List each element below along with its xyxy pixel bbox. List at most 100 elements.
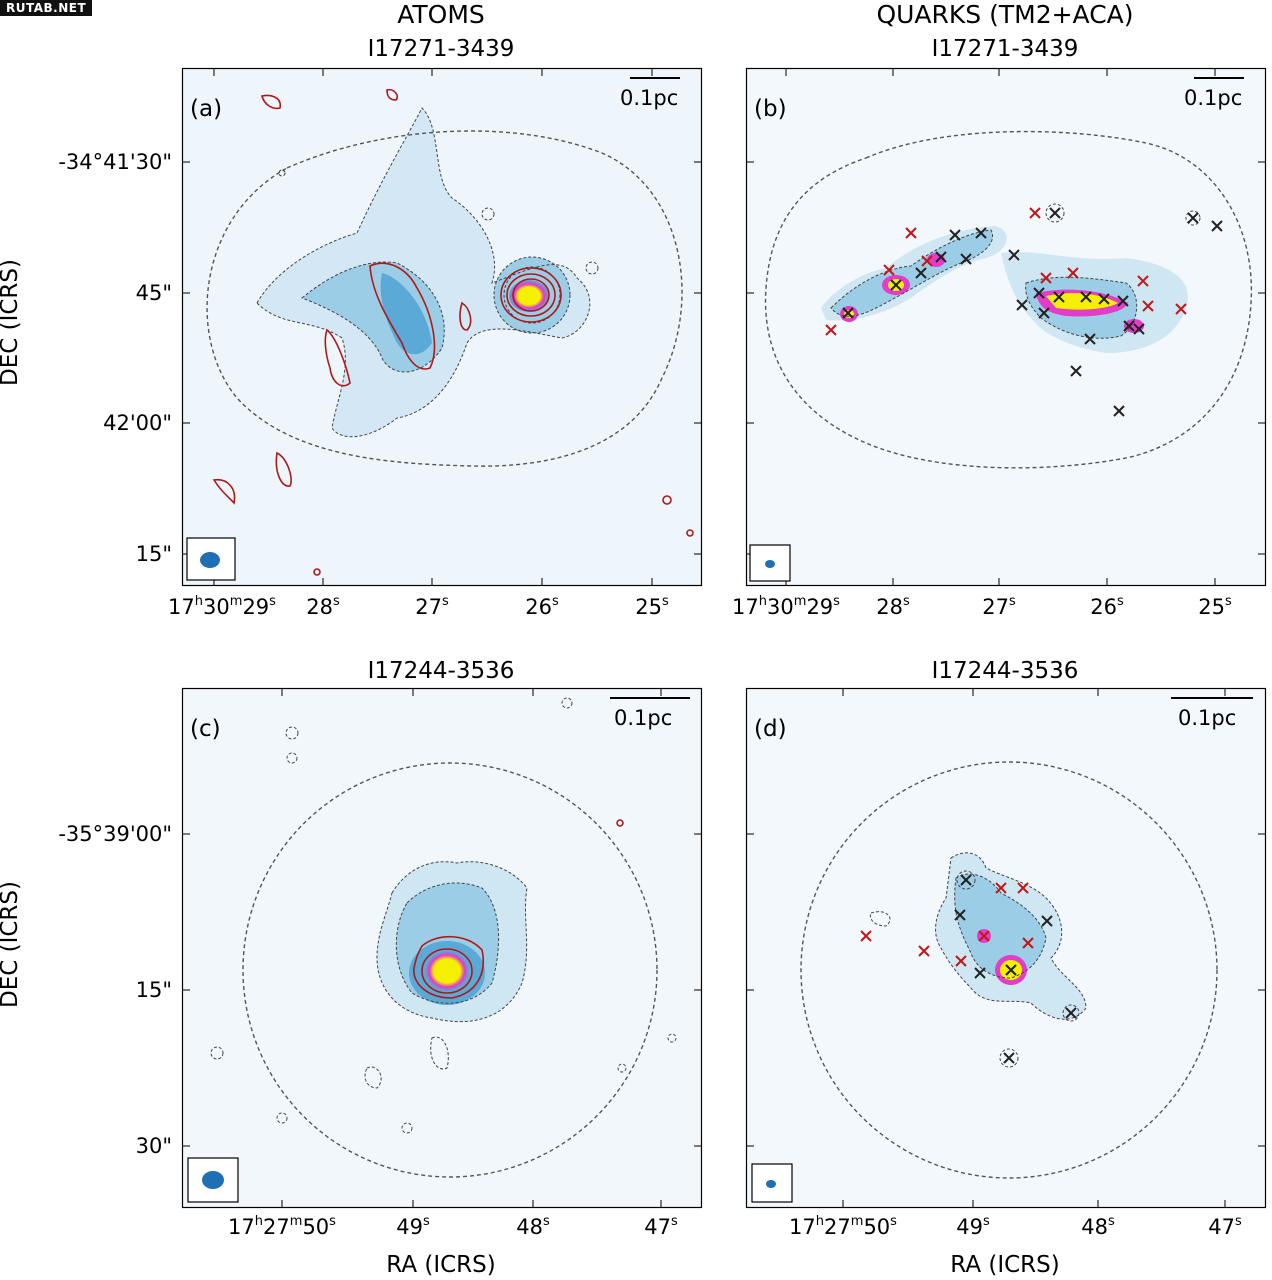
panel-d-title: I17244-3536 — [931, 658, 1079, 684]
panel-d-quarks-map: (d) 0.1pc — [745, 687, 1267, 1209]
x-tick-label: 49s — [956, 1214, 990, 1239]
emission-peak — [509, 280, 549, 312]
gray-contours — [869, 852, 1087, 1068]
emission-region-mid — [831, 230, 993, 317]
emission-region-mid — [954, 873, 1046, 978]
x-mark-icon — [1022, 937, 1034, 949]
x-mark-icon — [1123, 320, 1135, 332]
column-title-atoms: ATOMS — [397, 0, 485, 29]
x-mark-icon — [1117, 295, 1129, 307]
y-tick-label: 15" — [135, 978, 172, 1002]
map-background — [746, 68, 1266, 586]
panel-a-atoms-map: (a) 0.1pc — [181, 67, 703, 587]
x-tick-label: 49s — [396, 1214, 430, 1239]
x-mark-icon — [995, 882, 1007, 894]
x-mark-icon — [1040, 272, 1052, 284]
x-mark-icon — [890, 279, 902, 291]
x-mark-icon — [960, 874, 972, 886]
x-tick-label: 17h30m29s — [168, 594, 276, 619]
gray-contours — [210, 697, 677, 1134]
x-tick-label: 26s — [525, 594, 559, 619]
beam-ellipse-icon — [766, 1180, 776, 1188]
x-mark-icon — [1070, 365, 1082, 377]
x-mark-icon — [935, 251, 947, 263]
beam-ellipse-icon — [200, 552, 220, 568]
emission-region-faint — [257, 108, 590, 437]
scale-bar-label: 0.1pc — [614, 706, 672, 730]
emission-region-strong — [380, 273, 432, 355]
x-tick-label: 48s — [516, 1214, 550, 1239]
x-mark-icon — [1003, 1052, 1015, 1064]
x-mark-icon — [1133, 323, 1145, 335]
site-badge: RUTAB.NET — [0, 0, 93, 16]
x-mark-icon — [1142, 300, 1154, 312]
x-mark-icon — [1113, 405, 1125, 417]
x-tick-label: 27s — [982, 594, 1016, 619]
x-mark-icon — [974, 967, 986, 979]
x-mark-icon — [960, 253, 972, 265]
axis-ticks — [182, 688, 702, 1208]
x-mark-icon — [1187, 212, 1199, 224]
y-tick-label: -34°41'30" — [58, 150, 172, 174]
x-mark-icon — [1033, 287, 1045, 299]
scale-bar-label: 0.1pc — [1184, 86, 1242, 110]
core-markers — [825, 207, 1223, 417]
x-mark-icon — [1041, 915, 1053, 927]
x-mark-icon — [975, 227, 987, 239]
y-tick-label: 30" — [135, 1134, 172, 1158]
primary-beam-outline — [800, 761, 1218, 1179]
y-tick-label: 45" — [135, 281, 172, 305]
panel-label: (b) — [754, 96, 787, 122]
scale-bar-label: 0.1pc — [620, 86, 678, 110]
primary-beam-outline — [242, 762, 658, 1178]
beam-ellipse-icon — [202, 1171, 224, 1189]
x-mark-icon — [1065, 1007, 1077, 1019]
y-tick-label: -35°39'00" — [58, 822, 172, 846]
x-mark-icon — [1175, 303, 1187, 315]
x-mark-icon — [1080, 291, 1092, 303]
primary-beam-outline — [764, 130, 1253, 469]
x-mark-icon — [860, 930, 872, 942]
x-tick-label: 25s — [1198, 594, 1232, 619]
x-mark-icon — [1049, 207, 1061, 219]
x-mark-icon — [1008, 249, 1020, 261]
scale-bar-label: 0.1pc — [1178, 706, 1236, 730]
x-mark-icon — [949, 229, 961, 241]
x-tick-label: 28s — [306, 594, 340, 619]
x-mark-icon — [1084, 333, 1096, 345]
x-tick-label: 48s — [1081, 1214, 1115, 1239]
column-title-quarks: QUARKS (TM2+ACA) — [876, 0, 1134, 29]
x-mark-icon — [1029, 207, 1041, 219]
x-mark-icon — [905, 227, 917, 239]
x-tick-label: 26s — [1090, 594, 1124, 619]
x-mark-icon — [1067, 267, 1079, 279]
x-mark-icon — [954, 909, 966, 921]
x-mark-icon — [1017, 882, 1029, 894]
gray-contours — [256, 107, 599, 438]
x-mark-icon — [921, 255, 933, 267]
y-tick-label: 42'00" — [103, 411, 172, 435]
x-mark-icon — [1098, 293, 1110, 305]
x-mark-icon — [955, 955, 967, 967]
panel-label: (c) — [190, 716, 221, 742]
panel-b-quarks-map: (b) 0.1pc — [745, 67, 1267, 587]
panel-frame — [745, 687, 1267, 1209]
x-tick-label: 27s — [415, 594, 449, 619]
x-axis-label: RA (ICRS) — [386, 1252, 496, 1278]
y-axis-label-top: DEC (ICRS) — [0, 259, 23, 386]
x-mark-icon — [1211, 220, 1223, 232]
panel-a-title: I17271-3439 — [367, 36, 515, 62]
axis-ticks — [746, 68, 1266, 586]
red-contours — [212, 88, 694, 576]
red-contours — [413, 819, 624, 999]
primary-beam-outline — [206, 130, 683, 467]
x-mark-icon — [1038, 307, 1050, 319]
panel-label: (a) — [190, 96, 222, 122]
panel-frame — [745, 67, 1267, 587]
x-mark-icon — [842, 307, 854, 319]
x-mark-icon — [1016, 299, 1028, 311]
x-mark-icon — [1005, 964, 1017, 976]
axis-ticks — [746, 688, 1266, 1208]
x-axis-label: RA (ICRS) — [950, 1252, 1060, 1278]
panel-frame — [181, 67, 703, 587]
